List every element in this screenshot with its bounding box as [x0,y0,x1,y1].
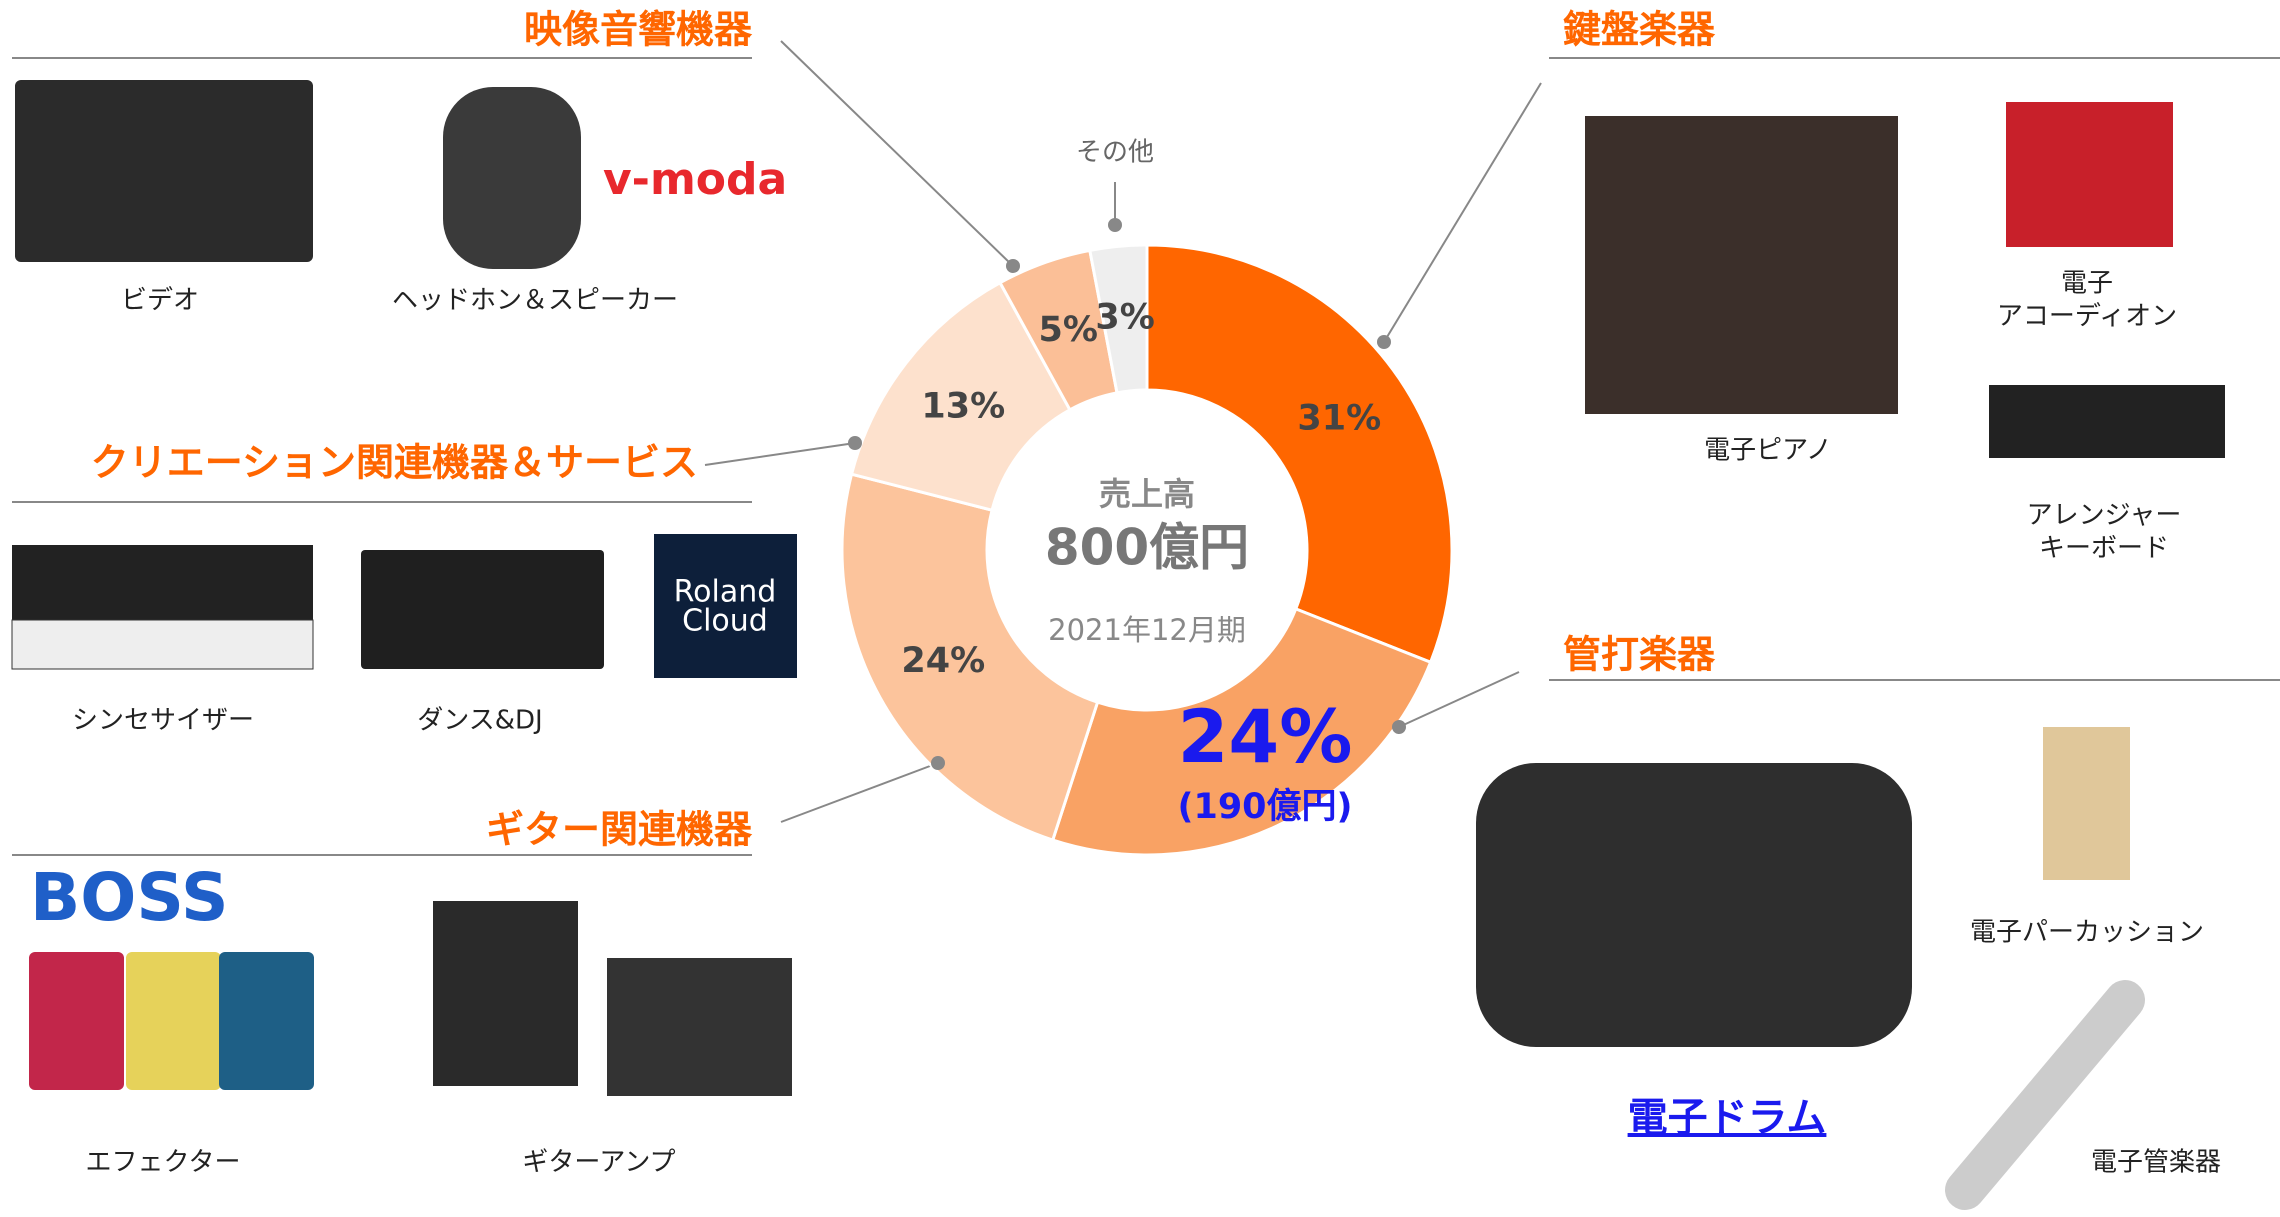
pedal [126,952,221,1090]
product-label: ギターアンプ [522,1148,675,1178]
product-label: ヘッドホン＆スピーカー [392,286,678,316]
dot [1392,720,1406,734]
center-value: 800億円 [1045,519,1249,577]
product-label: アレンジャー [2027,501,2182,531]
product-label: 電子ピアノ [1704,436,1832,466]
slice [849,280,1072,513]
value-label: 13% [921,386,1005,426]
dot [848,436,862,450]
product-label: 電子ドラム [1628,1095,1827,1141]
cloud-box [654,534,797,678]
amp [607,958,792,1096]
value-label: 24% [1178,695,1353,780]
leader [780,762,939,823]
accordion [2006,102,2173,247]
heading: 鍵盤楽器 [1563,8,1716,52]
leader [780,40,1014,267]
value-label: 3% [1095,298,1154,338]
highlight-note: (190億円) [1177,787,1352,827]
product-label: ダンス&DJ [417,706,542,736]
heading: 管打楽器 [1563,633,1716,677]
leader [1383,82,1542,343]
product-label: 電子 [2061,269,2113,299]
product-label: アコーディオン [1997,302,2177,332]
dots [848,218,1406,770]
slice [840,472,1100,842]
value-label: 24% [901,641,985,681]
value-label: 5% [1039,310,1098,350]
piano [1585,116,1898,414]
dot [1377,335,1391,349]
dot [1006,259,1020,273]
slice [1088,243,1149,395]
heading: 映像音響機器 [524,8,753,52]
pedal [29,952,124,1090]
logo: v-moda [603,154,787,205]
wind [1945,980,2145,1210]
slice [1145,243,1454,665]
logo: Cloud [682,604,768,639]
center-label: 売上高 [1099,475,1195,513]
drums [1476,763,1912,1047]
logo: Roland [674,575,777,610]
center-period: 2021年12月期 [1048,613,1246,647]
product-label: キーボード [2039,534,2169,564]
leaders [704,40,1542,823]
dj [361,550,604,669]
dot [931,756,945,770]
product-label: エフェクター [86,1148,241,1178]
headphones [443,87,581,269]
product-label: シンセサイザー [72,706,254,736]
leader [1398,671,1520,728]
donut [840,243,1454,857]
heading: ギター関連機器 [486,808,753,852]
product-label: ビデオ [121,286,199,316]
value-label: 31% [1297,398,1381,438]
product-label: 電子パーカッション [1970,918,2204,948]
product-images [11,80,2225,1210]
heading: クリエーション関連機器＆サービス [91,441,698,485]
keys [11,619,314,670]
dot [1108,218,1122,232]
video-mixer [15,80,313,262]
keyboard [1989,385,2225,458]
logo: BOSS [30,859,229,936]
amp [433,901,578,1086]
pedal [219,952,314,1090]
slice [1050,606,1433,857]
product-label: 電子管楽器 [2091,1148,2221,1178]
cajon [2043,727,2130,880]
other-label: その他 [1076,138,1154,168]
leader [704,442,856,466]
separators [12,57,2280,856]
